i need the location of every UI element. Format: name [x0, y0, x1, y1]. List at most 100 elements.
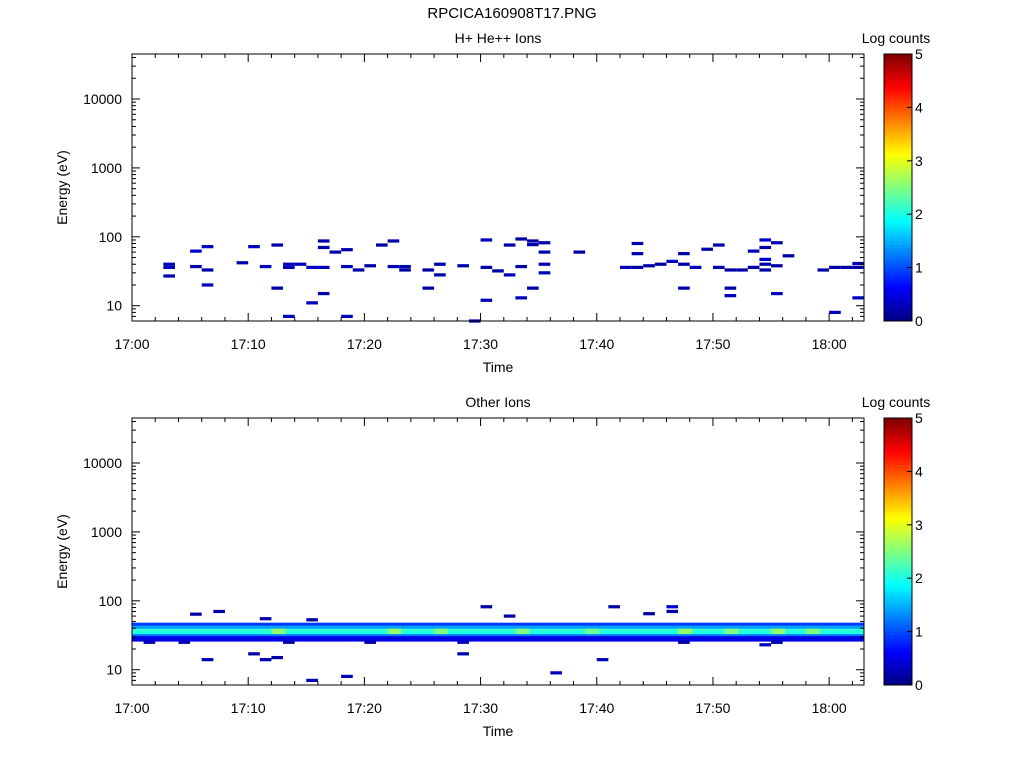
colorbar-step	[884, 634, 912, 639]
data-cell	[317, 291, 330, 296]
band-group	[132, 622, 864, 642]
data-cell	[341, 674, 353, 679]
colorbar-step	[884, 678, 912, 682]
colorbar-step	[884, 60, 912, 65]
data-cell	[538, 250, 551, 254]
page-title: RPCICA160908T17.PNG	[427, 5, 597, 22]
data-cell	[190, 264, 202, 269]
data-cell	[550, 671, 562, 675]
data-cell	[631, 252, 644, 256]
colorbar-step	[884, 651, 912, 656]
data-cell	[759, 268, 772, 272]
data-cell	[259, 658, 272, 662]
plot-area	[132, 54, 864, 321]
data-cell	[480, 265, 493, 269]
band-hot-spot	[771, 628, 785, 635]
colorbar-step	[884, 497, 912, 502]
colorbar-step	[884, 257, 912, 262]
colorbar-step	[884, 90, 912, 95]
colorbar-step	[884, 444, 912, 449]
data-cell	[759, 245, 772, 250]
colorbar-step	[884, 147, 912, 152]
colorbar-step	[884, 210, 912, 215]
band-row	[132, 631, 864, 637]
panel-title: H+ He++ Ions	[455, 30, 542, 46]
colorbar-step	[884, 611, 912, 616]
colorbar-tick-label: 3	[915, 517, 923, 533]
y-axis-label: Energy (eV)	[54, 150, 70, 225]
band-hot-spot	[724, 628, 739, 635]
band-hot-spot	[678, 628, 693, 635]
colorbar-tick-label: 0	[915, 677, 923, 693]
band-hot-spot	[515, 628, 530, 635]
colorbar-step	[884, 477, 912, 482]
colorbar-step	[884, 614, 912, 619]
colorbar-step	[884, 464, 912, 469]
data-cell	[782, 254, 795, 258]
data-cell	[724, 294, 737, 298]
data-cell	[678, 286, 690, 290]
colorbar-frame	[883, 53, 913, 322]
data-cell	[341, 264, 353, 269]
colorbar-step	[884, 681, 912, 686]
colorbar-step	[884, 57, 912, 61]
x-tick-label: 17:20	[347, 700, 382, 716]
colorbar-step	[884, 554, 912, 559]
colorbar-step	[884, 67, 912, 71]
data-cell	[163, 262, 175, 266]
data-cell	[387, 239, 400, 243]
y-tick-label: 10	[106, 298, 122, 314]
x-tick-label: 17:10	[231, 336, 266, 352]
colorbar-step	[884, 220, 912, 225]
band-row	[132, 625, 864, 631]
colorbar-step	[884, 304, 912, 308]
plot-frame	[131, 53, 865, 322]
colorbar-step	[884, 541, 912, 546]
data-cell	[643, 612, 655, 616]
colorbar-label: Log counts	[862, 30, 931, 46]
colorbar-step	[884, 197, 912, 202]
colorbar-step	[884, 150, 912, 155]
x-axis-label: Time	[483, 723, 514, 739]
data-cell	[620, 265, 632, 269]
colorbar-step	[884, 501, 912, 506]
colorbar-step	[884, 514, 912, 519]
colorbar-step	[884, 133, 912, 138]
colorbar-step	[884, 581, 912, 586]
colorbar-step	[884, 451, 912, 456]
data-cell	[771, 264, 783, 268]
data-cell	[434, 273, 446, 277]
colorbar-step	[884, 424, 912, 429]
colorbar-step	[884, 70, 912, 75]
colorbar-step	[884, 641, 912, 646]
data-cell	[259, 264, 272, 269]
colorbar-step	[884, 671, 912, 676]
data-cell	[759, 262, 772, 266]
data-cell	[376, 243, 388, 247]
colorbar-step	[884, 654, 912, 659]
colorbar-step	[884, 127, 912, 132]
data-cell	[352, 268, 365, 272]
colorbar-step	[884, 190, 912, 195]
colorbar-step	[884, 557, 912, 562]
data-cell	[759, 257, 772, 262]
data-cell	[666, 609, 679, 614]
x-tick-label: 17:10	[231, 700, 266, 716]
colorbar-step	[884, 250, 912, 255]
data-cell	[654, 262, 667, 266]
colorbar-step	[884, 427, 912, 432]
data-cell	[817, 268, 830, 272]
colorbar-step	[884, 621, 912, 626]
colorbar-step	[884, 213, 912, 218]
data-cell	[283, 262, 295, 266]
colorbar-step	[884, 203, 912, 208]
colorbar-step	[884, 577, 912, 582]
colorbar-step	[884, 617, 912, 622]
colorbar-tick-label: 2	[915, 570, 923, 586]
plot-frame	[131, 417, 865, 686]
data-cell	[271, 286, 284, 290]
data-cell	[527, 239, 539, 243]
colorbar-step	[884, 260, 912, 265]
data-cell	[190, 249, 202, 253]
data-cell	[399, 268, 411, 272]
